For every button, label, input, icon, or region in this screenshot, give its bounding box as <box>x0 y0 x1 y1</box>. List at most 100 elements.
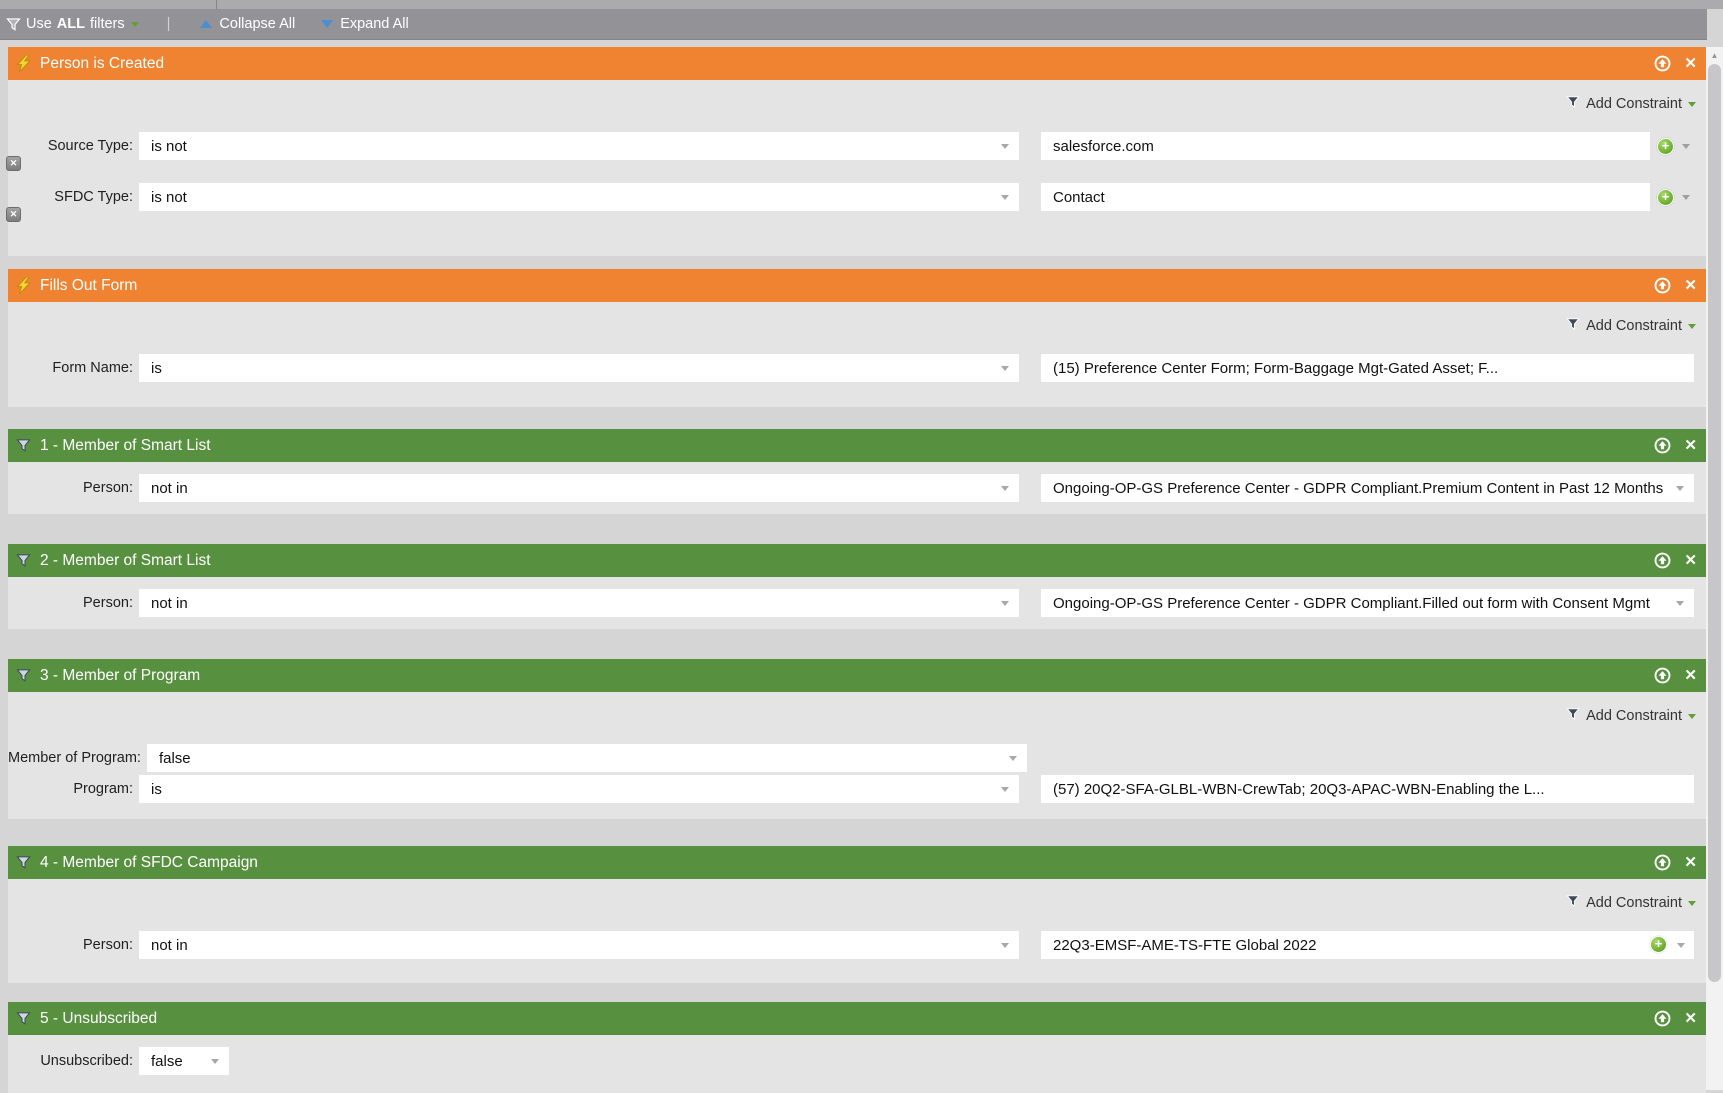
vertical-scrollbar[interactable]: ▲ <box>1706 47 1723 1090</box>
operator-select[interactable]: not in <box>139 931 1019 959</box>
panel-header[interactable]: 2 - Member of Smart List ✕ <box>8 544 1706 577</box>
value-field[interactable]: Contact <box>1041 183 1650 211</box>
lightning-icon <box>15 277 32 294</box>
caret-down-icon <box>1008 756 1017 761</box>
remove-panel-button[interactable]: ✕ <box>1684 55 1697 72</box>
caret-down-icon <box>1001 486 1009 491</box>
criteria-row: Program: is (57) 20Q2-SFA-GLBL-WBN-CrewTab… <box>8 775 1706 803</box>
panel-2-member-of-smart-list: 2 - Member of Smart List ✕ Person: not in On… <box>8 544 1706 629</box>
operator-value: is <box>151 780 162 798</box>
value-text: Ongoing-OP-GS Preference Center - GDPR C… <box>1053 594 1650 612</box>
value-text: 22Q3-EMSF-AME-TS-FTE Global 2022 <box>1053 936 1317 954</box>
value-text: Contact <box>1053 188 1105 206</box>
funnel-icon <box>15 855 32 870</box>
caret-down-icon[interactable] <box>1682 143 1690 149</box>
add-constraint-button[interactable]: Add Constraint <box>8 316 1706 336</box>
remove-criteria-button[interactable]: ✕ <box>6 156 21 171</box>
remove-panel-button[interactable]: ✕ <box>1684 854 1697 871</box>
funnel-icon <box>15 553 32 568</box>
value-text: (57) 20Q2-SFA-GLBL-WBN-CrewTab; 20Q3-APA… <box>1053 780 1545 798</box>
criteria-rows: ✕ Source Type: is not salesforce.com + ✕ SFDC … <box>6 132 1706 222</box>
operator-select[interactable]: not in <box>139 589 1019 617</box>
remove-panel-button[interactable]: ✕ <box>1684 1010 1697 1027</box>
value-field[interactable]: (57) 20Q2-SFA-GLBL-WBN-CrewTab; 20Q3-APA… <box>1041 775 1694 803</box>
move-up-button[interactable] <box>1654 667 1671 684</box>
value-field[interactable]: 22Q3-EMSF-AME-TS-FTE Global 2022 + <box>1041 931 1694 959</box>
caret-down-icon <box>1688 323 1696 329</box>
criteria-rows: Person: not in Ongoing-OP-GS Preference Ce… <box>8 474 1706 502</box>
value-field[interactable]: salesforce.com <box>1041 132 1650 160</box>
panel-header[interactable]: 1 - Member of Smart List ✕ <box>8 429 1706 462</box>
panel-title: 3 - Member of Program <box>40 666 201 684</box>
add-value-icon[interactable]: + <box>1657 188 1674 206</box>
value-field[interactable]: Ongoing-OP-GS Preference Center - GDPR C… <box>1041 474 1694 502</box>
criteria-row: ✕ Source Type: is not salesforce.com + <box>6 132 1706 171</box>
panel-header[interactable]: Person is Created ✕ <box>8 47 1706 80</box>
operator-select[interactable]: is not <box>139 132 1019 160</box>
move-up-button[interactable] <box>1654 437 1671 454</box>
funnel-icon <box>1566 894 1580 912</box>
funnel-icon <box>15 438 32 453</box>
collapse-all-button[interactable]: Collapse All <box>200 16 295 32</box>
panel-title: 5 - Unsubscribed <box>40 1009 158 1027</box>
caret-down-icon <box>1001 943 1009 948</box>
filter-logic-caret-icon[interactable] <box>130 21 139 27</box>
add-constraint-label: Add Constraint <box>1586 708 1682 724</box>
add-constraint-button[interactable]: Add Constraint <box>8 706 1706 726</box>
panel-header[interactable]: Fills Out Form ✕ <box>8 269 1706 302</box>
expand-all-button[interactable]: Expand All <box>321 16 409 32</box>
panel-header[interactable]: 5 - Unsubscribed ✕ <box>8 1002 1706 1035</box>
remove-panel-button[interactable]: ✕ <box>1684 437 1697 454</box>
filter-logic-value[interactable]: ALL <box>56 16 85 32</box>
move-up-button[interactable] <box>1654 55 1671 72</box>
add-constraint-button[interactable]: Add Constraint <box>8 893 1706 913</box>
remove-panel-button[interactable]: ✕ <box>1684 277 1697 294</box>
panel-header[interactable]: 4 - Member of SFDC Campaign ✕ <box>8 846 1706 879</box>
panel-body: Unsubscribed: false <box>8 1035 1706 1093</box>
value-text: Ongoing-OP-GS Preference Center - GDPR C… <box>1053 479 1664 497</box>
operator-value: not in <box>151 936 188 954</box>
add-value-icon[interactable]: + <box>1650 936 1667 953</box>
criteria-row: Person: not in 22Q3-EMSF-AME-TS-FTE Global… <box>8 931 1706 959</box>
value-field[interactable]: Ongoing-OP-GS Preference Center - GDPR C… <box>1041 589 1694 617</box>
panel-actions: ✕ <box>1654 437 1697 454</box>
criteria-label: Form Name: <box>52 360 133 376</box>
criteria-label: SFDC Type: <box>54 189 133 205</box>
panel-actions: ✕ <box>1654 552 1697 569</box>
add-constraint-button[interactable]: Add Constraint <box>8 94 1706 114</box>
panel-body: Person: not in Ongoing-OP-GS Preference Ce… <box>8 462 1706 514</box>
operator-select[interactable]: false <box>139 1047 229 1075</box>
add-constraint-label: Add Constraint <box>1586 96 1682 112</box>
move-up-button[interactable] <box>1654 552 1671 569</box>
funnel-icon <box>15 1011 32 1026</box>
add-constraint-label: Add Constraint <box>1586 318 1682 334</box>
scrollbar-thumb[interactable] <box>1708 64 1721 982</box>
remove-criteria-button[interactable]: ✕ <box>6 207 21 222</box>
caret-down-icon[interactable] <box>1682 194 1690 200</box>
scroll-up-arrow-icon[interactable]: ▲ <box>1710 50 1719 60</box>
move-up-button[interactable] <box>1654 277 1671 294</box>
criteria-rows: Member of Program: false Program: is (57) 20… <box>8 744 1706 803</box>
caret-down-icon <box>1001 195 1009 200</box>
operator-select[interactable]: is not <box>139 183 1019 211</box>
move-up-button[interactable] <box>1654 854 1671 871</box>
remove-panel-button[interactable]: ✕ <box>1684 552 1697 569</box>
operator-select[interactable]: is <box>139 354 1019 382</box>
top-strip <box>0 0 1723 9</box>
funnel-icon <box>1566 707 1580 725</box>
value-field[interactable]: (15) Preference Center Form; Form-Baggag… <box>1041 354 1694 382</box>
remove-panel-button[interactable]: ✕ <box>1684 667 1697 684</box>
add-value-icon[interactable]: + <box>1657 137 1674 155</box>
operator-select[interactable]: is <box>139 775 1019 803</box>
criteria-row: Unsubscribed: false <box>8 1047 1706 1075</box>
criteria-rows: Person: not in Ongoing-OP-GS Preference Ce… <box>8 589 1706 617</box>
caret-down-icon <box>1676 486 1684 491</box>
panel-header[interactable]: 3 - Member of Program ✕ <box>8 659 1706 692</box>
operator-select[interactable]: not in <box>139 474 1019 502</box>
caret-down-icon <box>1001 601 1009 606</box>
panel-4-member-of-sfdc-campaign: 4 - Member of SFDC Campaign ✕ Add Constrai… <box>8 846 1706 983</box>
move-up-button[interactable] <box>1654 1010 1671 1027</box>
operator-select[interactable]: false <box>146 744 1027 772</box>
operator-value: not in <box>151 479 188 497</box>
